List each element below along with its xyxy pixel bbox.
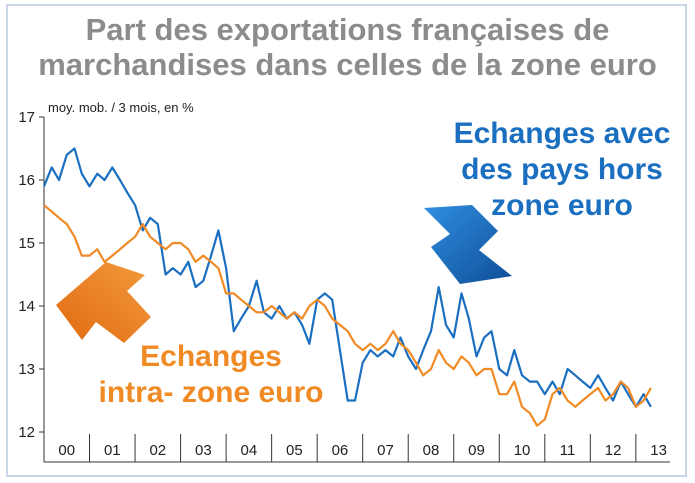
series-label-line: des pays hors (461, 153, 663, 186)
series-label-line: Echanges avec (453, 117, 671, 150)
y-tick-label: 17 (18, 109, 35, 126)
y-tick-label: 15 (18, 235, 35, 252)
y-tick-label: 13 (18, 361, 35, 378)
y-tick-label: 12 (18, 424, 35, 441)
y-axis-unit-label: moy. mob. / 3 mois, en % (48, 100, 194, 115)
y-tick-label: 14 (18, 298, 35, 315)
y-tick-label: 16 (18, 172, 35, 189)
x-tick-label: 06 (332, 442, 349, 459)
chart-title-line-2: marchandises dans celles de la zone euro (38, 47, 657, 82)
series-label-line: zone euro (491, 189, 633, 222)
series-label-line: intra- zone euro (98, 376, 324, 409)
x-tick-label: 11 (560, 442, 576, 459)
x-tick-label: 09 (468, 442, 485, 459)
x-tick-label: 13 (650, 442, 667, 459)
arrow-intra-zone-euro-icon (56, 262, 151, 343)
x-tick-label: 01 (104, 442, 121, 459)
x-tick-label: 12 (605, 442, 622, 459)
x-tick-label: 03 (195, 442, 212, 459)
series-line-intra-zone-euro (43, 204, 652, 427)
x-tick-label: 02 (149, 442, 166, 459)
x-tick-label: 04 (241, 442, 258, 459)
chart-title-line-1: Part des exportations françaises de (85, 12, 610, 47)
x-tick-label: 10 (514, 442, 531, 459)
x-tick-label: 08 (423, 442, 440, 459)
x-tick-label: 05 (286, 442, 303, 459)
x-tick-label: 00 (58, 442, 75, 459)
series-label-line: Echanges (140, 340, 282, 373)
chart-frame (6, 4, 687, 477)
series-label-intra-zone-euro: Echanges intra- zone euro (86, 339, 336, 411)
series-label-hors-zone-euro: Echanges avec des pays hors zone euro (452, 116, 672, 224)
x-tick-label: 07 (377, 442, 394, 459)
arrow-hors-zone-euro-icon (424, 205, 512, 284)
